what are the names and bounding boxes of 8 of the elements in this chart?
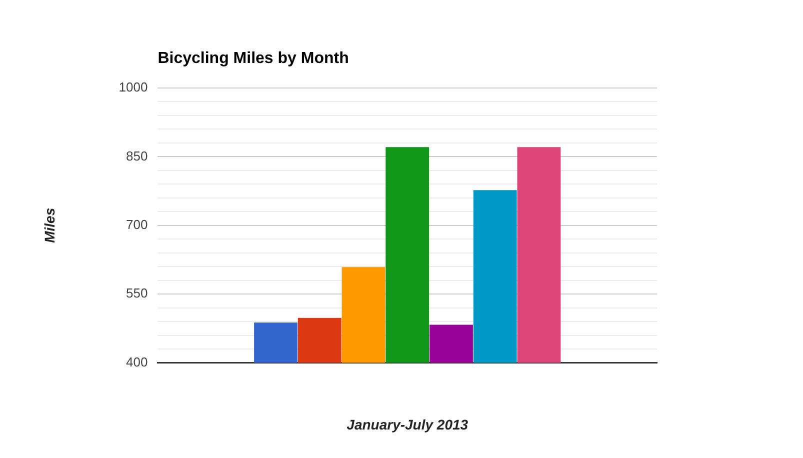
y-tick-label: 550: [126, 286, 148, 301]
y-tick-label: 850: [126, 148, 148, 164]
y-tick-label: 400: [126, 354, 148, 370]
y-axis-title: Miles: [41, 208, 58, 243]
y-tick-label: 700: [126, 216, 148, 232]
y-tick-label: 1000: [118, 80, 148, 95]
chart-title: Bicycling Miles by Month: [158, 50, 349, 67]
x-axis-title: January-July 2013: [346, 416, 468, 432]
